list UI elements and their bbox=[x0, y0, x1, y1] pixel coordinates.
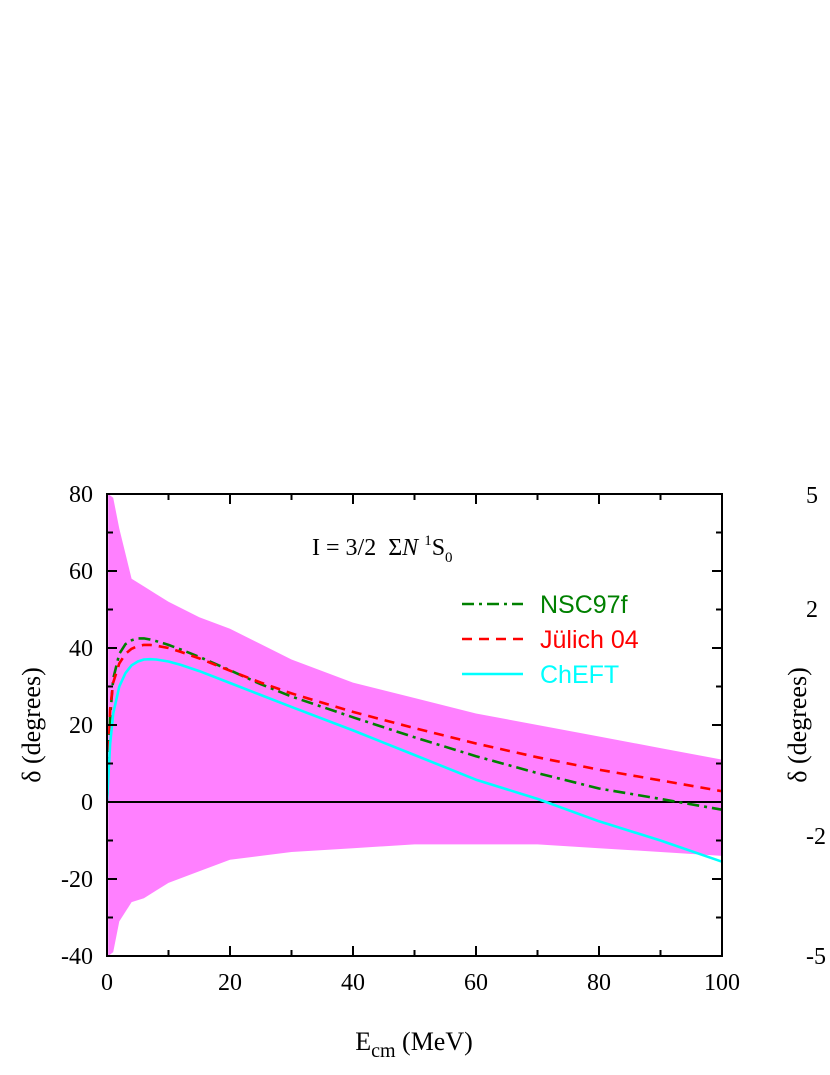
series-line-1 bbox=[107, 637, 722, 811]
right-panel-partial: 5 2 -2 -5 δ (degrees) bbox=[783, 483, 826, 970]
x-tick-label: 100 bbox=[704, 970, 740, 996]
x-axis-title-unit: (MeV) bbox=[396, 1027, 473, 1056]
right-panel-ytick-1: 5 bbox=[806, 483, 818, 509]
right-panel-ytick-2: 2 bbox=[806, 597, 818, 623]
annotation-italic: N bbox=[401, 535, 420, 561]
annotation-sup: 1 bbox=[424, 533, 432, 549]
tick-marks bbox=[106, 493, 723, 957]
uncertainty-band bbox=[108, 494, 722, 956]
y-axis-title: δ (degrees) bbox=[17, 667, 46, 782]
y-tick-label: 80 bbox=[69, 482, 93, 508]
y-tick-labels: 80 60 40 20 0 -20 -40 bbox=[61, 482, 93, 970]
x-tick-label: 40 bbox=[341, 970, 365, 996]
annotation-sub: 0 bbox=[445, 550, 453, 566]
y-tick-label: -40 bbox=[61, 944, 93, 970]
y-tick-label: 0 bbox=[81, 790, 93, 816]
y-tick-label: -20 bbox=[61, 867, 93, 893]
annotation-main: S bbox=[432, 535, 445, 561]
legend-label-1: NSC97f bbox=[540, 591, 628, 619]
series-line-3 bbox=[107, 657, 722, 863]
legend: NSC97f Jülich 04 ChEFT bbox=[462, 591, 639, 689]
y-tick-label: 20 bbox=[69, 713, 93, 739]
x-tick-label: 60 bbox=[464, 970, 488, 996]
legend-label-3: ChEFT bbox=[540, 661, 619, 689]
x-tick-labels: 0 20 40 60 80 100 bbox=[101, 970, 740, 996]
x-tick-label: 0 bbox=[101, 970, 113, 996]
right-panel-ytick-4: -5 bbox=[806, 944, 826, 970]
x-axis-title: Ecm (MeV) bbox=[355, 1027, 473, 1062]
system-annotation: I = 3/2 ΣN 1S0 bbox=[312, 533, 453, 566]
right-panel-y-axis-title: δ (degrees) bbox=[783, 667, 812, 782]
x-axis-title-sub: cm bbox=[371, 1040, 396, 1062]
legend-label-2: Jülich 04 bbox=[540, 626, 639, 654]
y-tick-label: 40 bbox=[69, 636, 93, 662]
x-tick-label: 80 bbox=[587, 970, 611, 996]
plot-area bbox=[106, 493, 723, 957]
y-tick-label: 60 bbox=[69, 559, 93, 585]
series-group bbox=[107, 637, 722, 863]
x-tick-label: 20 bbox=[218, 970, 242, 996]
right-panel-ytick-3: -2 bbox=[806, 824, 826, 850]
series-line-2 bbox=[107, 643, 722, 803]
x-axis-title-main: E bbox=[355, 1027, 371, 1056]
annotation-prefix: I = 3/2 Σ bbox=[312, 535, 402, 561]
